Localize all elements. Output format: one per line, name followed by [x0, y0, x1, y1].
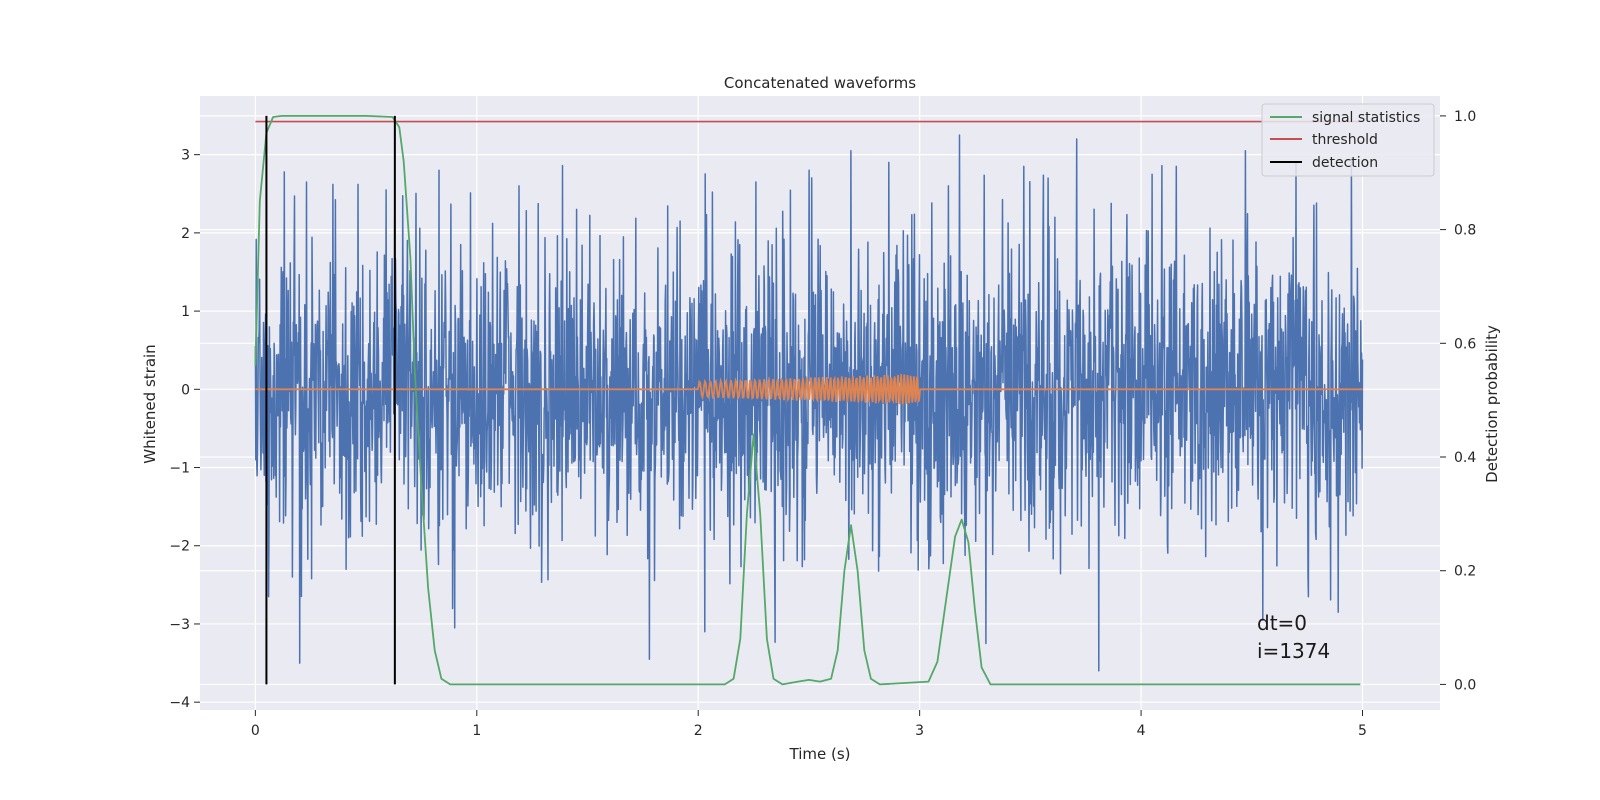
- chart-title: Concatenated waveforms: [724, 74, 916, 92]
- legend: signal statistics threshold detection: [1261, 103, 1435, 177]
- legend-box: [1261, 103, 1435, 177]
- y-right-tick-label: 0.2: [1454, 564, 1476, 580]
- y-left-tick-label: −3: [169, 617, 190, 633]
- y-left-tick-label: 2: [181, 226, 190, 242]
- y-left-tick-label: 1: [181, 304, 190, 320]
- x-axis-label: Time (s): [789, 745, 851, 763]
- y-left-tick-label: −2: [169, 539, 190, 555]
- axes: 0 1 2 3 4 5 −4 −3 −2 −1 0 1 2 3 0.0 0.2 0.4 0.6 0.8 1.0: [169, 109, 1476, 739]
- y-axis-right-label: Detection probability: [1483, 325, 1501, 483]
- legend-label-threshold: threshold: [1312, 132, 1378, 148]
- y-right-tick-label: 0.8: [1454, 223, 1476, 239]
- y-left-tick-label: −1: [169, 461, 190, 477]
- y-axis-left-label: Whitened strain: [141, 344, 159, 463]
- x-tick-label: 2: [694, 723, 703, 739]
- x-tick-label: 3: [915, 723, 924, 739]
- y-right-tick-label: 0.0: [1454, 677, 1476, 693]
- legend-label-signal-statistics: signal statistics: [1312, 110, 1420, 126]
- y-right-tick-label: 0.6: [1454, 336, 1476, 352]
- y-left-tick-label: 0: [181, 382, 190, 398]
- signal-statistics-line: [254, 115, 1361, 686]
- annotation-index: i=1374: [1257, 639, 1330, 663]
- y-left-tick-label: 3: [181, 148, 190, 164]
- y-right-tick-label: 0.4: [1454, 450, 1476, 466]
- x-tick-label: 5: [1358, 723, 1367, 739]
- x-tick-label: 1: [472, 723, 481, 739]
- strain-series-line: [254, 134, 1364, 672]
- y-left-tick-label: −4: [169, 695, 190, 711]
- injected-waveform-line: [255, 374, 1363, 405]
- y-right-tick-label: 1.0: [1454, 109, 1476, 125]
- annotation-dt: dt=0: [1257, 611, 1307, 635]
- data-series: [254, 115, 1364, 686]
- legend-label-detection: detection: [1312, 155, 1378, 171]
- x-tick-label: 4: [1137, 723, 1146, 739]
- x-tick-label: 0: [251, 723, 260, 739]
